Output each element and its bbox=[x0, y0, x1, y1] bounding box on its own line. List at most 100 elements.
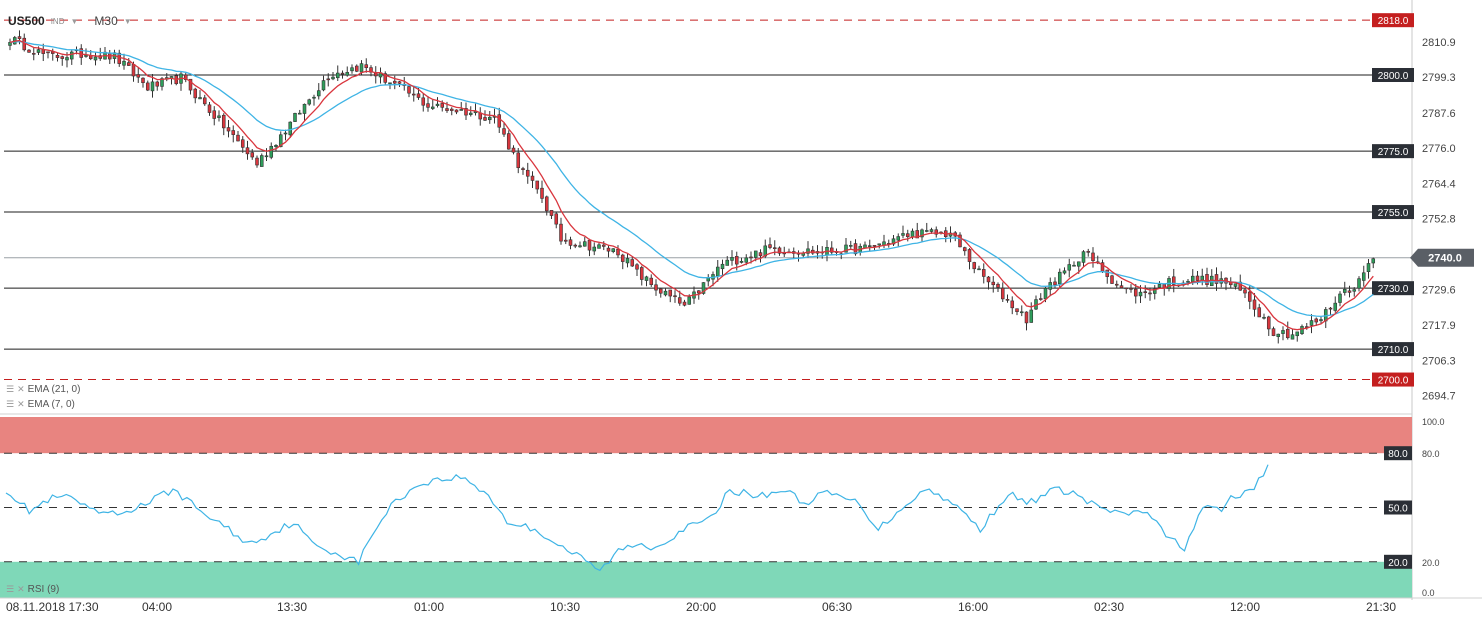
menu-icon[interactable]: ☰ bbox=[6, 384, 15, 394]
candle-body bbox=[1091, 252, 1095, 262]
rsi-tick-label: 20.0 bbox=[1422, 558, 1440, 568]
candle-body bbox=[297, 112, 302, 115]
candle-body bbox=[1281, 330, 1285, 334]
close-icon[interactable]: ✕ bbox=[17, 399, 25, 409]
candle-body bbox=[1062, 270, 1067, 274]
candle-body bbox=[426, 103, 430, 108]
ema21-legend[interactable]: ☰ ✕ EMA (21, 0) bbox=[6, 384, 80, 395]
menu-icon[interactable]: ☰ bbox=[6, 584, 15, 594]
candle-body bbox=[231, 130, 236, 135]
ema7-legend[interactable]: ☰ ✕ EMA (7, 0) bbox=[6, 399, 75, 410]
time-tick-label: 02:30 bbox=[1094, 600, 1124, 614]
candle-body bbox=[620, 254, 625, 262]
time-tick-label: 12:00 bbox=[1230, 600, 1260, 614]
candle-body bbox=[1152, 288, 1157, 294]
symbol-name[interactable]: US500 bbox=[8, 14, 45, 28]
level-tag[interactable] bbox=[1372, 372, 1414, 387]
candle-body bbox=[27, 49, 31, 53]
current-price-label: 2740.0 bbox=[1428, 253, 1462, 265]
candle-body bbox=[1043, 288, 1048, 300]
candle-body bbox=[844, 244, 848, 253]
candle-body bbox=[753, 250, 758, 258]
rsi-level-tag bbox=[1384, 554, 1412, 569]
candle-body bbox=[46, 51, 50, 54]
level-tag[interactable] bbox=[1372, 342, 1414, 357]
candle-body bbox=[1053, 281, 1057, 286]
candle-body bbox=[183, 74, 188, 80]
candle-body bbox=[316, 90, 321, 97]
candles bbox=[8, 30, 1376, 344]
rsi-level-tag bbox=[1384, 500, 1412, 515]
symbol-dropdown-icon[interactable]: ▼ bbox=[70, 16, 79, 26]
candle-body bbox=[483, 117, 487, 121]
candle-body bbox=[240, 139, 245, 148]
menu-icon[interactable]: ☰ bbox=[6, 399, 15, 409]
price-tick-label: 2810.9 bbox=[1422, 37, 1456, 49]
candle-body bbox=[606, 247, 611, 252]
candle-body bbox=[1200, 275, 1205, 281]
candle-body bbox=[730, 257, 734, 261]
candle-body bbox=[924, 230, 929, 232]
candle-body bbox=[544, 196, 549, 212]
candle-body bbox=[1148, 292, 1152, 295]
price-tick-label: 2799.3 bbox=[1422, 72, 1456, 84]
candle-body bbox=[758, 252, 763, 257]
candle-body bbox=[155, 81, 160, 87]
candle-body bbox=[264, 155, 269, 158]
candle-body bbox=[65, 57, 69, 61]
candle-body bbox=[302, 103, 307, 114]
candle-body bbox=[131, 64, 136, 77]
candle-body bbox=[658, 288, 663, 294]
timeframe-dropdown-icon[interactable]: ▼ bbox=[123, 16, 132, 26]
level-tag-label: 2775.0 bbox=[1378, 147, 1409, 158]
candle-body bbox=[630, 259, 635, 267]
candle-body bbox=[673, 295, 677, 298]
candle-body bbox=[578, 245, 582, 248]
candle-body bbox=[920, 229, 924, 238]
candle-body bbox=[416, 93, 421, 98]
candle-body bbox=[487, 116, 492, 121]
time-tick-label: 20:00 bbox=[686, 600, 716, 614]
level-tag[interactable] bbox=[1372, 205, 1414, 220]
candle-body bbox=[696, 290, 701, 294]
rsi-label: RSI (9) bbox=[27, 584, 60, 595]
level-tag-label: 2800.0 bbox=[1378, 71, 1409, 82]
candle-body bbox=[160, 78, 164, 87]
level-tag[interactable] bbox=[1372, 13, 1414, 28]
candle-body bbox=[1119, 285, 1124, 289]
level-tag-label: 2730.0 bbox=[1378, 284, 1409, 295]
rsi-legend[interactable]: ☰ ✕ RSI (9) bbox=[6, 584, 59, 595]
close-icon[interactable]: ✕ bbox=[17, 584, 25, 594]
candle-body bbox=[188, 78, 193, 91]
candle-body bbox=[521, 168, 525, 170]
candle-body bbox=[706, 277, 711, 282]
price-tick-label: 2764.4 bbox=[1422, 178, 1456, 190]
candle-body bbox=[948, 232, 953, 237]
level-tag[interactable] bbox=[1372, 144, 1414, 159]
candle-body bbox=[354, 65, 359, 72]
candle-body bbox=[668, 289, 673, 297]
candle-body bbox=[430, 106, 435, 109]
level-tag[interactable] bbox=[1372, 281, 1414, 296]
candle-body bbox=[734, 256, 739, 265]
candle-body bbox=[1143, 291, 1148, 293]
candle-body bbox=[563, 239, 568, 242]
candle-body bbox=[373, 72, 378, 77]
candle-body bbox=[958, 234, 962, 248]
candle-body bbox=[986, 276, 991, 283]
candle-body bbox=[407, 86, 411, 94]
level-tag[interactable] bbox=[1372, 68, 1414, 82]
close-icon[interactable]: ✕ bbox=[17, 384, 25, 394]
candle-body bbox=[1010, 300, 1015, 309]
candle-body bbox=[525, 169, 530, 177]
candle-body bbox=[449, 108, 454, 111]
candle-body bbox=[36, 49, 41, 53]
candle-body bbox=[530, 175, 535, 181]
candle-body bbox=[340, 72, 345, 75]
candle-body bbox=[644, 276, 649, 281]
timeframe-selector[interactable]: M30 bbox=[94, 14, 118, 28]
candle-body bbox=[1266, 316, 1271, 330]
candle-body bbox=[459, 109, 464, 111]
